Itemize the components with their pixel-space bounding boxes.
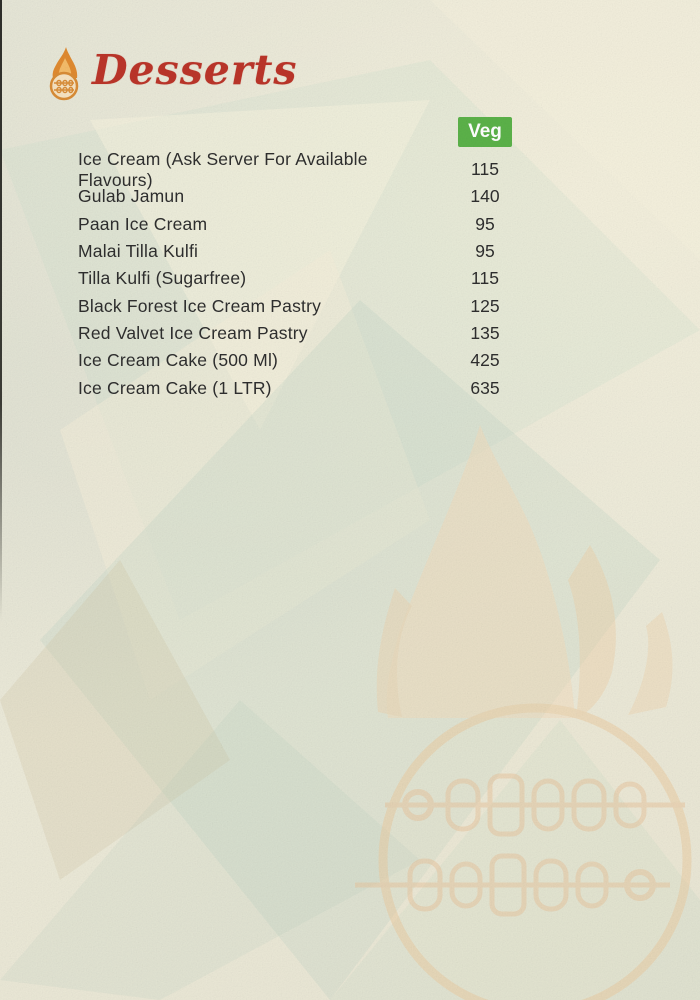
flame-skewer-watermark-icon [355, 425, 692, 1000]
menu-item-price: 95 [475, 241, 495, 262]
menu-item-price: 125 [470, 295, 500, 316]
menu-item-name: Paan Ice Cream [78, 213, 208, 234]
menu-item-name: Red Valvet Ice Cream Pastry [78, 322, 308, 343]
menu-item-row: Black Forest Ice Cream Pastry 125 [78, 292, 530, 319]
menu-item-price: 135 [470, 322, 500, 343]
menu-item-name: Gulab Jamun [78, 186, 185, 207]
menu-item-name: Ice Cream (Ask Server For Available Flav… [78, 148, 368, 190]
header: Desserts [44, 44, 298, 104]
veg-column-badge: Veg [458, 117, 512, 147]
menu-item-row: Red Valvet Ice Cream Pastry 135 [78, 320, 530, 347]
menu-item-row: Paan Ice Cream 95 [78, 211, 530, 238]
menu-item-price: 95 [475, 213, 495, 234]
menu-item-name: Ice Cream Cake (1 LTR) [78, 377, 272, 398]
menu-item-row: Tilla Kulfi (Sugarfree) 115 [78, 265, 530, 292]
menu-item-row: Ice Cream Cake (1 LTR) 635 [78, 374, 530, 401]
menu-list: Ice Cream (Ask Server For Available Flav… [78, 149, 530, 402]
page-title: Desserts [92, 46, 298, 94]
menu-item-name: Tilla Kulfi (Sugarfree) [78, 268, 247, 289]
menu-item-price: 115 [471, 268, 499, 289]
menu-item-price: 425 [470, 350, 500, 371]
menu-item-price: 115 [471, 159, 499, 180]
menu-item-row: Ice Cream (Ask Server For Available Flav… [78, 149, 530, 190]
menu-item-price: 140 [470, 186, 500, 207]
menu-item-row: Gulab Jamun 140 [78, 183, 530, 210]
menu-item-row: Ice Cream Cake (500 Ml) 425 [78, 347, 530, 374]
menu-item-price: 635 [470, 377, 500, 398]
flame-logo-icon [49, 47, 79, 101]
menu-item-name: Black Forest Ice Cream Pastry [78, 295, 322, 316]
page-edge-shadow [0, 0, 2, 620]
menu-item-name: Malai Tilla Kulfi [78, 241, 199, 262]
menu-item-name: Ice Cream Cake (500 Ml) [78, 350, 279, 371]
menu-item-row: Malai Tilla Kulfi 95 [78, 238, 530, 265]
